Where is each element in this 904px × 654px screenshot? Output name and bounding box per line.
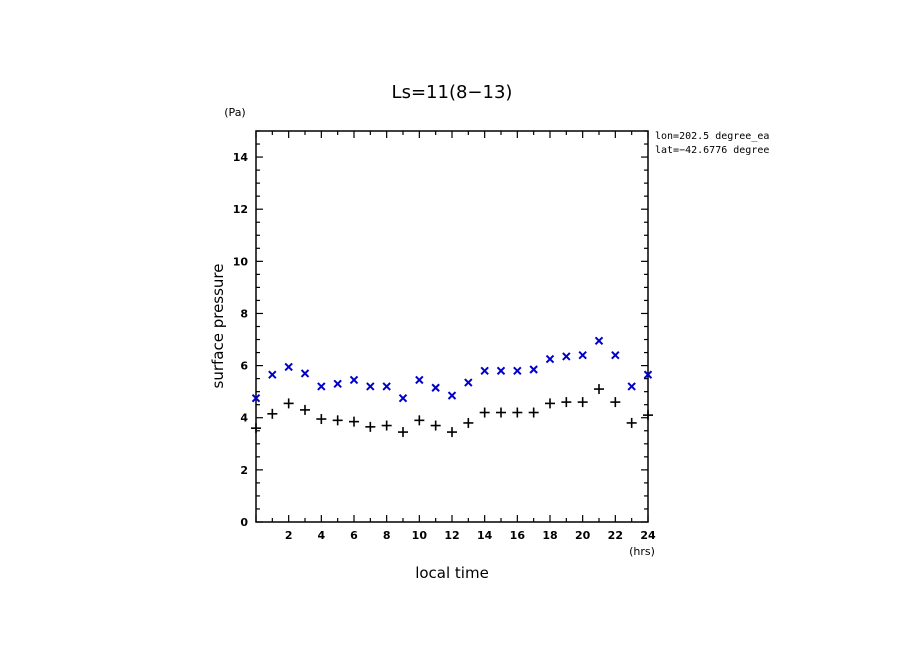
data-points [251,336,653,438]
x-tick-label: 16 [510,529,526,542]
point-plus [512,407,523,418]
x-tick-label: 2 [285,529,293,542]
point-plus [496,407,506,418]
y-tick-label: 8 [240,307,248,320]
point-cross-x [464,378,473,387]
x-tick-label: 20 [575,529,591,542]
point-plus [643,410,653,421]
point-cross-x [382,382,391,391]
plot-frame [255,130,649,523]
annotation-lon: lon=202.5 degree_ea [655,131,769,142]
point-cross-x [431,383,440,392]
x-tick-label: 6 [350,529,358,542]
y-tick-label: 4 [240,412,248,425]
point-cross-x [268,370,277,379]
point-plus [251,423,261,434]
axes-ticks [255,130,649,523]
y-axis-label: surface pressure [209,264,227,389]
point-plus [610,397,621,408]
point-plus [545,398,555,409]
point-plus [463,417,474,428]
point-plus [332,415,343,426]
point-cross-x [480,366,489,376]
x-tick-label: 12 [444,529,459,542]
x-tick-label: 18 [542,529,557,542]
point-plus [300,404,310,415]
point-cross-x [366,382,375,391]
point-cross-x [643,370,653,379]
point-plus [398,427,408,438]
point-cross-x [562,352,571,361]
y-axis-unit: (Pa) [224,106,245,119]
point-cross-x [529,365,538,374]
x-tick-label: 22 [608,529,623,542]
point-cross-x [496,366,506,376]
point-cross-x [317,382,326,391]
y-tick-label: 12 [233,203,248,216]
point-cross-x [627,382,636,391]
point-plus [626,417,637,428]
point-plus [414,415,425,426]
x-tick-label: 4 [318,529,326,542]
chart-title: Ls=11(8−13) [392,82,513,103]
y-tick-label: 10 [233,255,249,268]
point-plus [577,397,588,408]
y-tick-label: 2 [240,464,248,477]
annotation-lat: lat=−42.6776 degree [655,145,769,156]
point-cross-x [284,362,293,372]
point-plus [528,407,539,418]
x-tick-label: 24 [640,529,656,542]
point-cross-x [545,354,555,364]
point-plus [594,384,604,395]
x-tick-label: 8 [383,529,391,542]
point-plus [365,421,376,432]
point-cross-x [513,366,522,376]
point-cross-x [578,350,587,360]
point-cross-x [251,393,261,403]
y-tick-label: 0 [240,516,248,529]
x-axis-label: local time [415,564,489,582]
point-plus [447,427,457,438]
point-cross-x [415,375,424,385]
point-plus [430,420,441,431]
point-cross-x [398,393,408,403]
point-cross-x [333,379,342,389]
point-cross-x [447,391,457,400]
point-plus [283,398,294,409]
point-cross-x [594,336,604,346]
point-cross-x [300,369,310,378]
x-axis-unit: (hrs) [629,545,655,558]
point-cross-x [611,350,620,360]
y-tick-label: 14 [233,151,249,164]
point-plus [267,408,278,419]
point-plus [316,414,327,425]
y-tick-label: 6 [240,360,248,373]
point-plus [349,416,359,427]
point-plus [479,407,490,418]
point-plus [561,397,572,408]
x-tick-label: 10 [412,529,428,542]
point-cross-x [349,375,359,385]
point-plus [381,420,392,431]
x-tick-label: 14 [477,529,493,542]
